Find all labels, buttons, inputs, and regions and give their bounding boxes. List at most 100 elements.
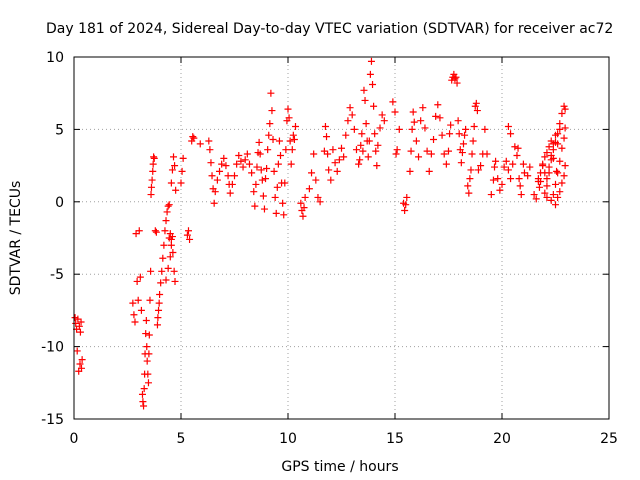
data-point	[465, 189, 473, 197]
data-point	[233, 160, 241, 168]
data-point	[370, 102, 378, 110]
data-point	[150, 153, 158, 161]
data-point	[365, 137, 373, 145]
data-point	[357, 141, 365, 149]
data-point	[264, 146, 272, 154]
data-point	[239, 163, 247, 171]
data-point	[331, 159, 339, 167]
data-point	[170, 153, 178, 161]
y-tick-label: 0	[55, 195, 64, 211]
data-point	[442, 160, 450, 168]
data-point	[454, 117, 462, 125]
data-point	[361, 96, 369, 104]
data-point	[152, 228, 160, 236]
data-point	[251, 202, 259, 210]
x-tick-label: 10	[279, 431, 297, 447]
data-point	[519, 160, 527, 168]
data-point	[268, 107, 276, 115]
data-point	[160, 241, 168, 249]
data-point	[560, 172, 568, 180]
data-point	[158, 267, 166, 275]
data-point	[286, 137, 294, 145]
data-point	[299, 212, 307, 220]
data-point	[558, 144, 566, 152]
data-point	[459, 140, 467, 148]
data-point	[545, 163, 553, 171]
data-point	[391, 108, 399, 116]
data-point	[267, 89, 275, 97]
data-point	[284, 105, 292, 113]
data-point	[224, 172, 232, 180]
data-point	[252, 180, 260, 188]
data-point	[356, 156, 364, 164]
x-tick-label: 15	[386, 431, 404, 447]
data-point	[371, 130, 379, 138]
data-point	[288, 146, 296, 154]
data-point	[291, 123, 299, 131]
data-point	[226, 189, 234, 197]
data-point	[280, 211, 288, 219]
data-point	[552, 180, 559, 188]
data-point	[535, 183, 543, 191]
data-point	[184, 227, 192, 235]
data-point	[500, 163, 508, 171]
data-point	[417, 117, 425, 125]
data-point	[147, 267, 155, 275]
data-point	[401, 206, 409, 214]
x-tick-label: 25	[600, 431, 618, 447]
data-point	[335, 156, 343, 164]
data-point	[178, 167, 186, 175]
data-point	[556, 125, 564, 133]
data-point	[517, 191, 525, 199]
data-point	[561, 162, 569, 170]
data-point	[171, 162, 179, 170]
data-point	[324, 150, 332, 158]
x-axis-label: GPS time / hours	[281, 459, 398, 475]
data-point	[467, 166, 475, 174]
data-point	[516, 182, 524, 190]
data-point	[403, 193, 411, 201]
data-point	[144, 379, 152, 387]
data-point	[372, 147, 380, 155]
data-point	[543, 149, 551, 157]
data-point	[333, 167, 341, 175]
data-point	[436, 114, 444, 122]
data-point	[408, 125, 416, 133]
data-point	[491, 163, 499, 171]
data-point	[458, 149, 466, 157]
data-point	[262, 175, 270, 183]
data-point	[130, 311, 138, 319]
data-point	[494, 175, 502, 183]
data-point	[151, 227, 159, 235]
data-point	[507, 130, 515, 138]
data-point	[556, 188, 564, 196]
data-point	[560, 134, 568, 142]
data-point	[161, 227, 169, 235]
plot-frame	[73, 56, 610, 420]
data-point	[409, 108, 417, 116]
data-point	[255, 138, 263, 146]
data-point	[537, 169, 545, 177]
data-point	[168, 166, 176, 174]
data-point	[263, 164, 271, 172]
data-point	[402, 201, 410, 209]
data-point	[545, 143, 553, 151]
data-point	[167, 179, 175, 187]
data-point	[556, 157, 564, 165]
data-point	[554, 169, 562, 177]
data-point	[149, 160, 157, 168]
data-point	[143, 343, 151, 351]
data-point	[513, 151, 521, 159]
data-point	[364, 153, 372, 161]
data-point	[468, 150, 476, 158]
data-point	[511, 143, 519, 151]
data-point	[321, 123, 329, 131]
data-point	[154, 314, 162, 322]
data-point	[425, 167, 433, 175]
data-point	[340, 153, 348, 161]
data-point	[367, 57, 375, 65]
data-point	[457, 159, 465, 167]
data-point	[208, 172, 216, 180]
data-point	[77, 318, 85, 326]
